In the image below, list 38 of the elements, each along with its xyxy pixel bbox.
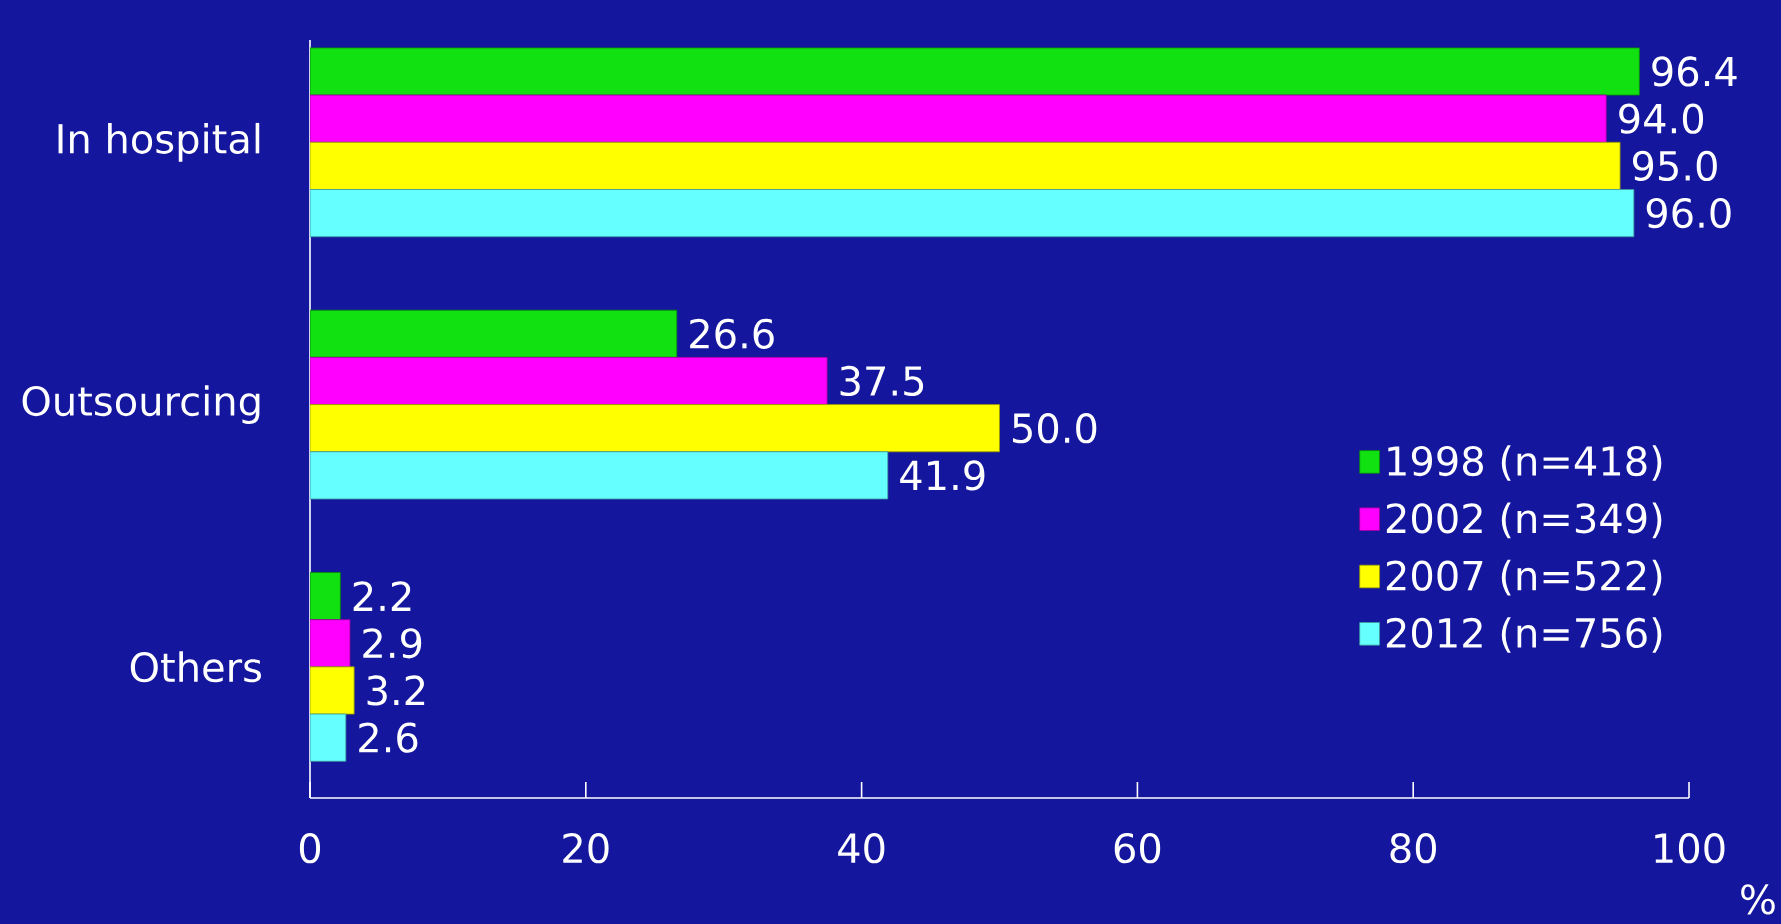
bar xyxy=(310,404,1000,453)
bar xyxy=(310,619,351,668)
x-tick-label: 100 xyxy=(1655,833,1725,864)
data-label: 3.2 xyxy=(367,675,425,706)
legend-label: 1998 (n=418) xyxy=(1388,445,1662,481)
bar xyxy=(310,572,341,621)
data-label: 26.6 xyxy=(690,318,774,349)
bar xyxy=(310,309,678,358)
data-label: 96.4 xyxy=(1652,56,1737,87)
y-tick-label: Others xyxy=(130,651,261,683)
bar xyxy=(310,47,1640,96)
y-tick-label: In hospital xyxy=(58,122,260,162)
bar xyxy=(310,94,1607,143)
bar xyxy=(310,713,347,762)
bar xyxy=(310,141,1621,190)
x-tick-label: 20 xyxy=(563,833,609,864)
data-label: 2.6 xyxy=(359,722,418,753)
x-tick-label: 40 xyxy=(838,833,885,864)
bar xyxy=(310,666,355,715)
data-label: 2.2 xyxy=(353,581,411,611)
legend-label: 2012 (n=756) xyxy=(1386,617,1662,653)
bar xyxy=(310,356,828,405)
data-label: 96.0 xyxy=(1646,197,1731,229)
x-axis-title: % xyxy=(1741,884,1775,915)
legend-label: 2007 (n=522) xyxy=(1386,559,1662,596)
x-tick-label: 0 xyxy=(299,833,321,864)
bar xyxy=(310,451,889,500)
data-label: 50.0 xyxy=(1013,413,1097,444)
data-label: 94.0 xyxy=(1619,103,1704,134)
x-tick-label: 60 xyxy=(1114,833,1161,864)
y-tick-label: Outsourcing xyxy=(22,385,260,424)
data-label: 37.5 xyxy=(840,365,924,397)
legend-label: 2002 (n=349) xyxy=(1386,502,1662,539)
x-tick-label: 80 xyxy=(1390,833,1436,864)
data-label: 41.9 xyxy=(900,460,985,491)
bar xyxy=(310,189,1635,238)
data-label: 2.9 xyxy=(363,628,422,659)
data-label: 95.0 xyxy=(1633,150,1717,182)
